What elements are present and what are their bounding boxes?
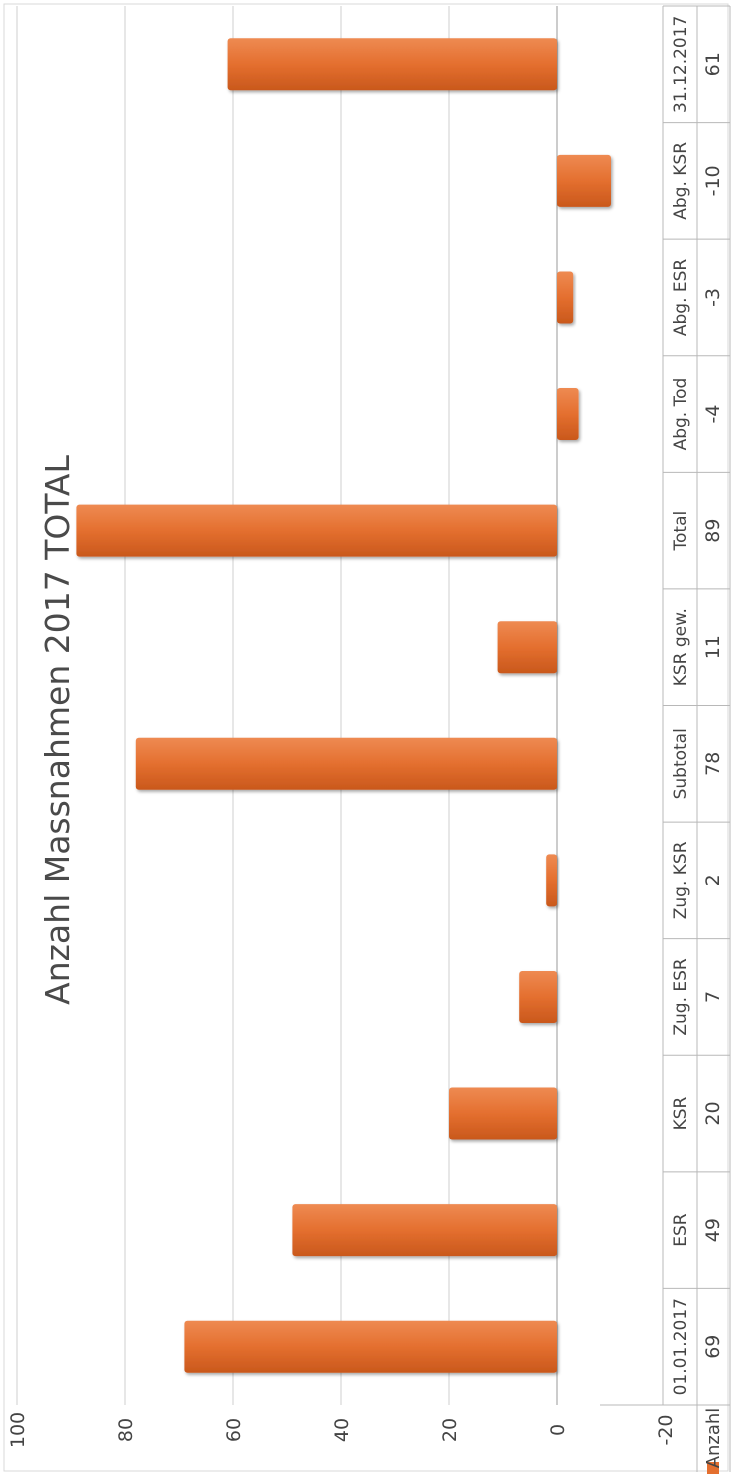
data-table-value: 11	[702, 635, 724, 659]
data-table-value: 7	[702, 991, 724, 1003]
category-label: KSR gew.	[671, 608, 691, 686]
legend-swatch	[707, 1462, 719, 1474]
bar	[449, 1087, 557, 1140]
data-table-value: 78	[702, 752, 724, 776]
data-table-value: 2	[702, 874, 724, 886]
bar	[557, 154, 611, 207]
data-table-value: -4	[702, 405, 724, 424]
bar	[135, 737, 558, 790]
bar	[292, 1204, 557, 1257]
y-tick-label: 100	[7, 1412, 29, 1448]
category-label: Zug. KSR	[671, 841, 691, 919]
chart-title: Anzahl Massnahmen 2017 TOTAL	[38, 455, 77, 1005]
category-label: Abg. ESR	[671, 259, 691, 337]
bar	[184, 1320, 557, 1373]
data-table-value: 61	[702, 52, 724, 76]
data-table-value: 20	[702, 1101, 724, 1125]
y-tick-label: 80	[115, 1418, 137, 1442]
bar	[557, 271, 574, 324]
data-table-value: 49	[702, 1218, 724, 1242]
category-label: KSR	[671, 1096, 691, 1130]
data-table-value: 69	[702, 1335, 724, 1359]
y-tick-label: -20	[655, 1414, 677, 1445]
data-table-value: -10	[702, 165, 724, 196]
category-label: Abg. KSR	[671, 142, 691, 220]
category-label: Subtotal	[671, 728, 691, 799]
chart-border	[3, 3, 729, 1472]
category-label: 01.01.2017	[671, 1298, 691, 1395]
bar	[519, 970, 557, 1023]
y-tick-label: 20	[439, 1418, 461, 1442]
data-table-value: -3	[702, 288, 724, 307]
bar	[497, 621, 557, 674]
bar	[557, 388, 579, 441]
y-tick-label: 0	[547, 1424, 569, 1436]
y-tick-label: 60	[223, 1418, 245, 1442]
category-label: Zug. ESR	[671, 958, 691, 1036]
legend-label: Anzahl	[703, 1408, 724, 1469]
category-label: 31.12.2017	[671, 16, 691, 113]
bar	[546, 854, 557, 907]
bar	[76, 504, 558, 557]
category-label: Abg. Tod	[671, 378, 691, 451]
data-table-value: 89	[702, 519, 724, 543]
category-label: Total	[671, 511, 691, 552]
category-label: ESR	[671, 1213, 691, 1247]
y-tick-label: 40	[331, 1418, 353, 1442]
bar	[227, 38, 557, 91]
